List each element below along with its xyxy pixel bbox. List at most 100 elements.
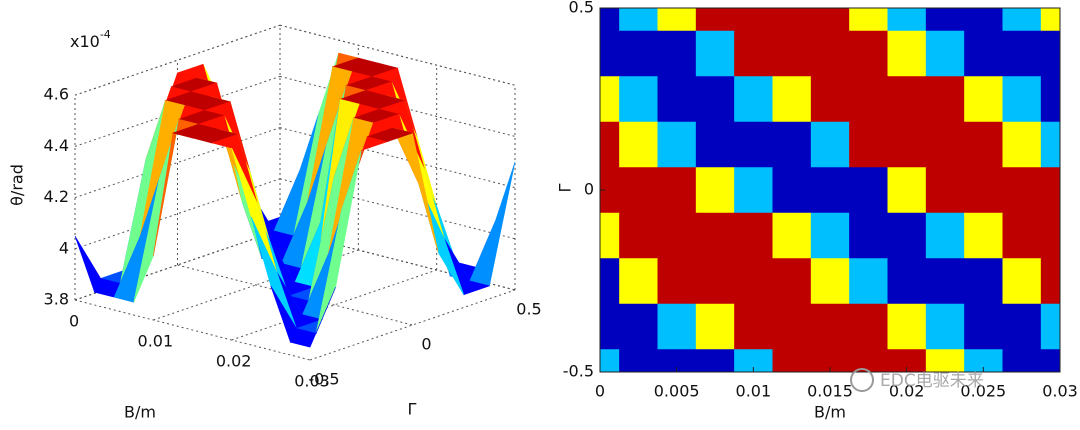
x-tick-label: 0.02 — [889, 382, 925, 401]
heatmap-cell — [925, 212, 965, 259]
heatmap-cell — [887, 30, 927, 77]
z-tick-label: 4 — [59, 238, 69, 257]
x-tick-label: 0.01 — [736, 382, 772, 401]
heatmap-cell — [657, 167, 697, 214]
heatmap-cell — [657, 258, 697, 305]
z-tick-label: 4.6 — [44, 85, 69, 104]
heatmap-cell — [619, 121, 658, 168]
heatmap-cell — [964, 349, 1003, 372]
heatmap-cell — [964, 212, 1003, 259]
x-tick-label: 0.005 — [654, 382, 700, 401]
heatmap-cell — [619, 212, 658, 259]
heatmap-cell — [695, 212, 735, 259]
heatmap-cell — [887, 303, 927, 350]
heatmap-cell — [887, 8, 927, 32]
z-axis-label: θ/rad — [8, 164, 27, 206]
heatmap-cell — [772, 76, 812, 123]
heatmap-cell — [734, 167, 773, 214]
heatmap-cell — [1002, 212, 1042, 259]
heatmap-cell — [600, 303, 620, 350]
heatmap-cell — [657, 76, 697, 123]
multiplier-base: x10 — [70, 32, 100, 51]
heatmap-cell — [964, 167, 1003, 214]
y-tick-label: -0.5 — [563, 362, 594, 381]
heatmap-cell — [964, 30, 1003, 77]
grid-line — [279, 24, 516, 86]
heatmap-cell — [810, 303, 850, 350]
heatmap-cell — [964, 303, 1003, 350]
heatmap-cell — [600, 76, 620, 123]
y-tick-label: 0 — [421, 335, 431, 354]
heatmap-cell — [734, 76, 773, 123]
y-axis-label: Γ — [556, 183, 575, 192]
z-tick-label: 4.2 — [44, 187, 69, 206]
heatmap-cell — [734, 212, 773, 259]
heatmap-cell — [810, 121, 850, 168]
heatmap-cell — [1040, 167, 1060, 214]
z-tick-label: 4.4 — [44, 136, 69, 155]
grid-line — [74, 24, 281, 96]
heatmap-cell — [964, 121, 1003, 168]
heatmap-cell — [925, 303, 965, 350]
z-multiplier: x10-4 — [70, 28, 111, 51]
heatmap-cell — [964, 8, 1003, 32]
heatmap-cell — [695, 258, 735, 305]
heatmap-cell — [657, 121, 697, 168]
heatmap-cell — [619, 258, 658, 305]
grid-line — [74, 75, 281, 147]
heatmap-cell — [695, 30, 735, 77]
heatmap-cell — [810, 349, 850, 372]
heatmap-cell — [887, 76, 927, 123]
surface-patch — [231, 147, 278, 273]
heatmap-cell — [695, 8, 735, 32]
heatmap-cell — [772, 30, 812, 77]
multiplier-exponent: -4 — [100, 28, 111, 41]
y-tick-label: -0.5 — [308, 370, 339, 389]
heatmap-cell — [1040, 121, 1060, 168]
heatmap-cell — [925, 349, 965, 372]
heatmap-cell — [810, 76, 850, 123]
heatmap-cell — [619, 8, 658, 32]
heatmap-cell — [619, 303, 658, 350]
heatmap-cell — [1040, 258, 1060, 305]
z-tick-label: 3.8 — [44, 290, 69, 309]
heatmap-cell — [849, 349, 888, 372]
heatmap-cell — [1040, 8, 1060, 32]
heatmap-cell — [925, 76, 965, 123]
heatmap-cell — [695, 76, 735, 123]
heatmap-cell — [772, 8, 812, 32]
x-tick-label: 0.01 — [138, 332, 174, 351]
heatmap-cell — [1002, 349, 1042, 372]
heatmap-cell — [657, 30, 697, 77]
heatmap-cell — [600, 212, 620, 259]
heatmap-cell — [772, 303, 812, 350]
heatmap-cell — [657, 303, 697, 350]
heatmap-cell — [1002, 303, 1042, 350]
heatmap-cell — [772, 167, 812, 214]
x-tick-label: 0.03 — [294, 372, 330, 391]
y-tick-label: 0 — [584, 180, 594, 199]
heatmap-cell — [600, 258, 620, 305]
heatmap-cell — [810, 258, 850, 305]
heatmap-cell — [695, 303, 735, 350]
heatmap-cell — [772, 121, 812, 168]
heatmap-cell — [772, 212, 812, 259]
heatmap-cell — [619, 167, 658, 214]
x-tick-label: 0 — [69, 312, 79, 331]
heatmap-cell — [657, 8, 697, 32]
heatmap-cell — [925, 121, 965, 168]
heatmap-cell — [810, 8, 850, 32]
x-tick-label: 0.015 — [807, 382, 853, 401]
heatmap-cell — [925, 258, 965, 305]
heatmap-cell — [849, 121, 888, 168]
x-tick-label: 0 — [595, 382, 605, 401]
heatmap-cell — [619, 30, 658, 77]
heatmap-cell — [1002, 8, 1042, 32]
heatmap-cell — [619, 349, 658, 372]
heatmap-cell — [657, 212, 697, 259]
heatmap-cell — [600, 30, 620, 77]
heatmap-cell — [734, 258, 773, 305]
heatmap-cell — [925, 167, 965, 214]
heatmap-cell — [1040, 212, 1060, 259]
